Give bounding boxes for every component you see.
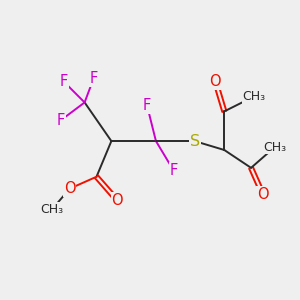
Text: O: O <box>257 187 269 202</box>
Text: F: F <box>89 71 98 86</box>
Text: S: S <box>190 134 200 148</box>
Text: F: F <box>60 74 68 89</box>
Text: O: O <box>210 74 221 89</box>
Text: F: F <box>57 113 65 128</box>
Text: F: F <box>170 163 178 178</box>
Text: F: F <box>143 98 151 113</box>
Text: CH₃: CH₃ <box>242 90 266 103</box>
Text: CH₃: CH₃ <box>263 140 286 154</box>
Text: O: O <box>64 181 76 196</box>
Text: O: O <box>112 193 123 208</box>
Text: CH₃: CH₃ <box>40 203 64 216</box>
